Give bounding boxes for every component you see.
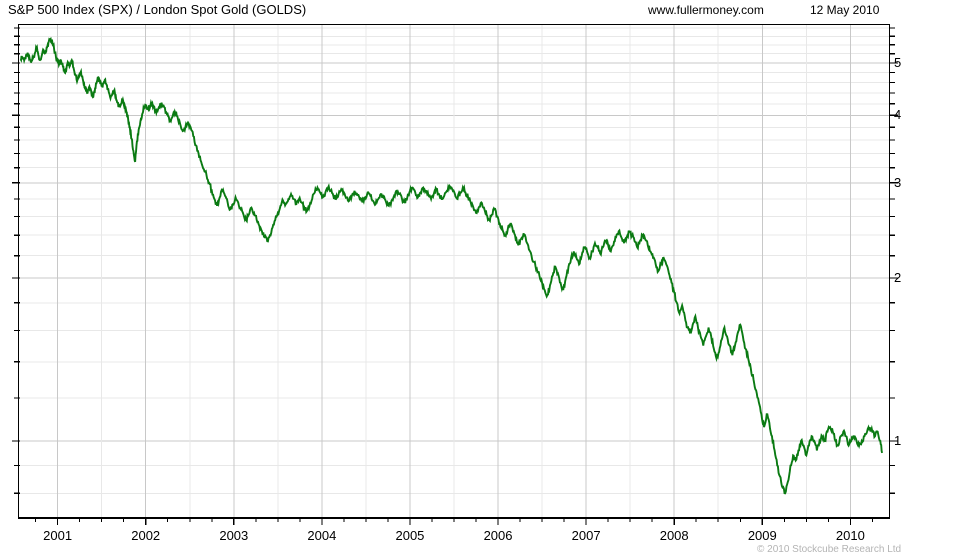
plot-area <box>18 24 890 518</box>
x-axis-tick-label: 2009 <box>747 528 777 543</box>
x-axis-tick-label: 2006 <box>483 528 513 543</box>
gridlines <box>18 24 890 518</box>
page-title: S&P 500 Index (SPX) / London Spot Gold (… <box>8 2 307 17</box>
source-website: www.fullermoney.com <box>648 3 764 17</box>
x-axis-tick-label: 2010 <box>835 528 865 543</box>
x-axis-labels: 2001 2002 2003 2004 2005 2006 2007 2008 2009 2010 <box>0 518 980 543</box>
data-series-line <box>19 37 883 495</box>
y-axis-left-ticks <box>12 27 20 494</box>
y-axis-right-ticks <box>890 27 898 494</box>
x-axis-tick-label: 2003 <box>219 528 249 543</box>
x-axis-tick-label: 2001 <box>43 528 73 543</box>
x-axis-tick-label: 2005 <box>395 528 425 543</box>
x-axis-ticks <box>18 518 890 525</box>
x-axis-tick-label: 2004 <box>307 528 337 543</box>
chart-date: 12 May 2010 <box>810 3 880 17</box>
copyright-notice: © 2010 Stockcube Research Ltd <box>757 544 902 555</box>
x-axis-tick-label: 2008 <box>659 528 689 543</box>
chart-header: S&P 500 Index (SPX) / London Spot Gold (… <box>0 0 980 24</box>
y-axis-labels: 12345 <box>894 0 934 560</box>
x-axis-tick-label: 2002 <box>131 528 161 543</box>
x-axis-tick-label: 2007 <box>571 528 601 543</box>
